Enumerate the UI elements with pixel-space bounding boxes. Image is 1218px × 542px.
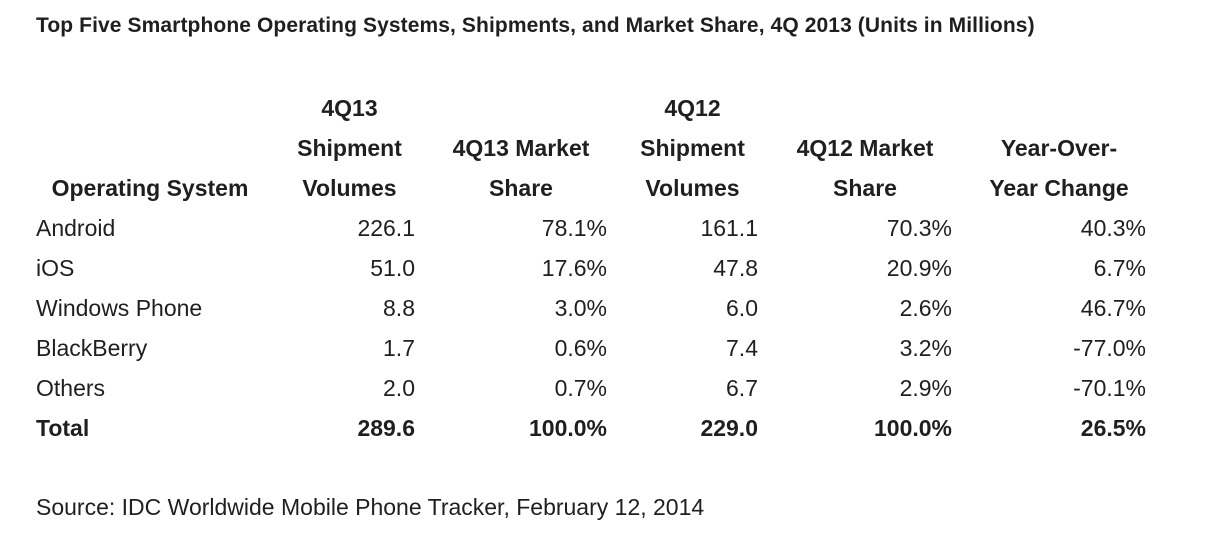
cell-4q13-share: 17.6% xyxy=(541,255,607,281)
cell-4q12-volume: 6.0 xyxy=(726,295,758,321)
header-line: Volumes xyxy=(302,175,397,201)
market-share-table: Operating System 4Q13 Shipment Volumes 4… xyxy=(26,88,1156,448)
header-line: Operating System xyxy=(51,175,249,201)
table-row-total: Total 289.6 100.0% 229.0 100.0% 26.5% xyxy=(26,408,1156,448)
cell-4q12-share: 20.9% xyxy=(886,255,952,281)
table-row-android: Android 226.1 78.1% 161.1 70.3% 40.3% xyxy=(26,208,1156,248)
cell-yoy-change: -70.1% xyxy=(1073,375,1146,401)
cell-4q12-share: 2.9% xyxy=(899,375,952,401)
cell-4q12-volume: 7.4 xyxy=(726,335,758,361)
cell-4q13-volume: 2.0 xyxy=(383,375,415,401)
os-name-cell: iOS xyxy=(36,255,75,281)
header-operating-system: Operating System xyxy=(26,88,274,208)
cell-4q12-volume: 47.8 xyxy=(713,255,758,281)
table-body: Android 226.1 78.1% 161.1 70.3% 40.3% iO… xyxy=(26,208,1156,448)
cell-4q12-volume: 6.7 xyxy=(726,375,758,401)
header-year-over-year-change: Year-Over- Year Change xyxy=(962,88,1156,208)
cell-yoy-change: 46.7% xyxy=(1080,295,1146,321)
cell-4q12-share: 3.2% xyxy=(899,335,952,361)
table-header: Operating System 4Q13 Shipment Volumes 4… xyxy=(26,88,1156,208)
cell-4q13-share: 78.1% xyxy=(541,215,607,241)
header-line: Shipment xyxy=(640,135,745,161)
source-note: Source: IDC Worldwide Mobile Phone Track… xyxy=(36,494,705,520)
cell-4q13-share: 0.7% xyxy=(554,375,607,401)
cell-4q12-share: 70.3% xyxy=(886,215,952,241)
cell-4q13-volume: 1.7 xyxy=(383,335,415,361)
header-line: 4Q13 xyxy=(321,95,378,121)
header-4q12-shipment-volumes: 4Q12 Shipment Volumes xyxy=(617,88,768,208)
header-4q12-market-share: 4Q12 Market Share xyxy=(768,88,962,208)
total-yoy-change: 26.5% xyxy=(1080,415,1146,441)
total-4q13-volume: 289.6 xyxy=(357,415,415,441)
os-name-cell: BlackBerry xyxy=(36,335,148,361)
os-name-cell: Android xyxy=(36,215,116,241)
header-line: 4Q13 Market xyxy=(452,135,590,161)
cell-4q13-volume: 8.8 xyxy=(383,295,415,321)
cell-4q13-volume: 226.1 xyxy=(357,215,415,241)
total-label-cell: Total xyxy=(36,415,90,441)
table-row-windows-phone: Windows Phone 8.8 3.0% 6.0 2.6% 46.7% xyxy=(26,288,1156,328)
cell-yoy-change: -77.0% xyxy=(1073,335,1146,361)
header-4q13-market-share: 4Q13 Market Share xyxy=(425,88,617,208)
header-line: Volumes xyxy=(645,175,740,201)
header-4q13-shipment-volumes: 4Q13 Shipment Volumes xyxy=(274,88,425,208)
table-row-ios: iOS 51.0 17.6% 47.8 20.9% 6.7% xyxy=(26,248,1156,288)
total-4q12-share: 100.0% xyxy=(873,415,952,441)
table-row-blackberry: BlackBerry 1.7 0.6% 7.4 3.2% -77.0% xyxy=(26,328,1156,368)
total-4q12-volume: 229.0 xyxy=(700,415,758,441)
cell-4q13-share: 3.0% xyxy=(554,295,607,321)
cell-4q12-share: 2.6% xyxy=(899,295,952,321)
header-row: Operating System 4Q13 Shipment Volumes 4… xyxy=(26,88,1156,208)
header-line: Share xyxy=(833,175,897,201)
cell-4q12-volume: 161.1 xyxy=(700,215,758,241)
header-line: Shipment xyxy=(297,135,402,161)
table-title: Top Five Smartphone Operating Systems, S… xyxy=(36,14,1035,37)
header-line: Share xyxy=(489,175,553,201)
header-line: 4Q12 Market xyxy=(796,135,934,161)
os-name-cell: Windows Phone xyxy=(36,295,203,321)
total-4q13-share: 100.0% xyxy=(528,415,607,441)
os-name-cell: Others xyxy=(36,375,106,401)
header-line: 4Q12 xyxy=(664,95,721,121)
header-line: Year Change xyxy=(989,175,1129,201)
cell-4q13-share: 0.6% xyxy=(554,335,607,361)
header-line: Year-Over- xyxy=(1000,135,1118,161)
cell-yoy-change: 6.7% xyxy=(1093,255,1146,281)
cell-yoy-change: 40.3% xyxy=(1080,215,1146,241)
table-row-others: Others 2.0 0.7% 6.7 2.9% -70.1% xyxy=(26,368,1156,408)
cell-4q13-volume: 51.0 xyxy=(370,255,415,281)
